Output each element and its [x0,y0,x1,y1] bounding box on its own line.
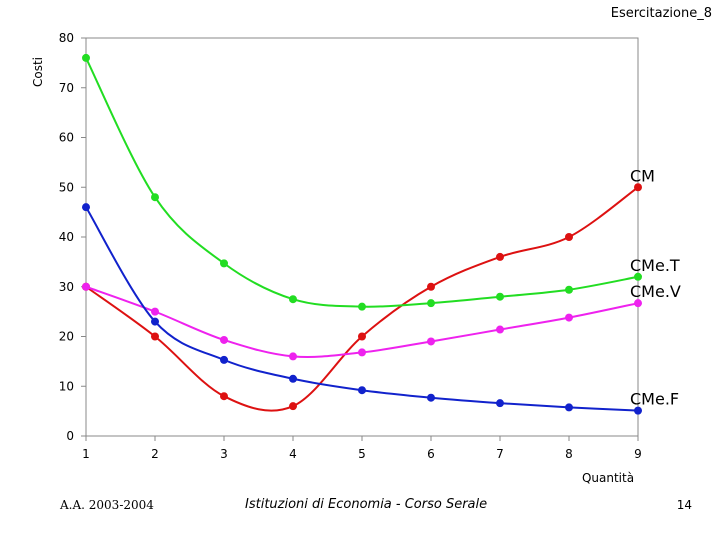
data-point-cm [565,233,573,241]
data-point-cm [496,252,504,261]
data-point-cme-t [358,302,366,311]
data-point-cme-v [82,282,90,291]
footer-page-number: 14 [676,498,692,512]
data-point-cme-v [634,299,642,308]
data-point-cme-v [565,313,573,322]
x-tick-label: 6 [427,447,435,461]
y-axis-label: Costi [31,57,45,87]
data-point-cme-t [496,292,504,301]
y-tick-label: 70 [59,81,74,95]
y-tick-label: 30 [59,280,74,294]
y-tick-label: 0 [66,429,74,443]
data-point-cme-v [427,337,435,346]
series-label-cm: CM [630,166,655,185]
y-tick-label: 20 [59,330,74,344]
slide-header-title: Esercitazione_8 [610,6,712,21]
y-tick-label: 10 [59,379,74,393]
x-tick-label: 1 [82,447,90,461]
data-point-cme-t [82,53,90,62]
x-tick-label: 4 [289,447,297,461]
footer-course-name: Istituzioni di Economia - Corso Serale [245,497,488,512]
y-tick-label: 60 [59,131,74,145]
x-tick-label: 3 [220,447,228,461]
data-point-cme-v [220,335,228,344]
data-point-cme-f [82,203,90,212]
data-point-cme-v [358,348,366,357]
data-point-cme-f [427,393,435,402]
y-tick-label: 80 [59,31,74,45]
data-point-cme-f [220,355,228,364]
y-tick-label: 40 [59,230,74,244]
data-point-cme-f [151,317,159,326]
x-axis-label: Quantità [582,471,634,485]
plot-frame [85,37,639,437]
series-label-cme-t: CMe.T [630,256,680,275]
data-point-cme-f [634,406,642,415]
series-line-cme-t [85,57,639,308]
x-tick-label: 7 [496,447,504,461]
x-tick-label: 9 [634,447,642,461]
data-point-cme-v [151,307,159,316]
data-point-cme-f [358,386,366,395]
data-point-cme-t [565,285,573,294]
series-line-cm [85,186,639,412]
data-point-cme-t [289,295,297,304]
data-point-cme-t [634,272,642,281]
data-point-cm [634,183,642,192]
series-line-cme-v [85,285,639,359]
data-point-cm [427,282,435,291]
data-point-cme-f [289,374,297,383]
data-point-cme-f [496,399,504,408]
data-point-cm [289,402,297,411]
data-point-cme-t [151,193,159,202]
x-tick-label: 8 [565,447,573,461]
data-point-cme-f [565,403,573,412]
data-point-cme-t [427,299,435,308]
data-point-cme-v [289,352,297,361]
series-label-cme-v: CMe.V [630,282,681,301]
data-point-cm [358,332,366,341]
data-point-cm [220,392,228,401]
series-label-cme-f: CMe.F [630,390,679,409]
data-point-cme-t [220,259,228,268]
x-tick-label: 2 [151,447,159,461]
data-point-cm [151,332,159,341]
footer-academic-year: A.A. 2003-2004 [60,498,154,512]
y-tick-label: 50 [59,180,74,194]
x-tick-label: 5 [358,447,366,461]
data-point-cme-v [496,325,504,334]
